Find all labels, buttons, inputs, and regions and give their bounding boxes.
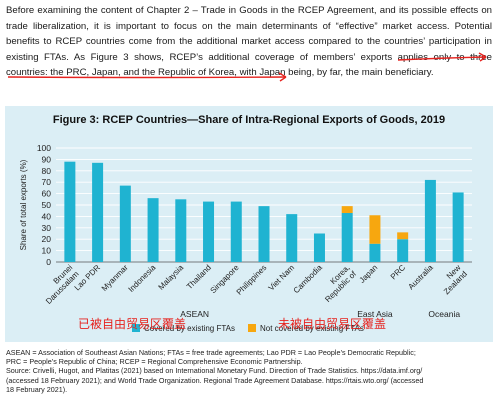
y-axis-label: Share of total exports (%) [19, 159, 28, 250]
bar-covered-viet-nam [286, 214, 298, 262]
x-tick-label-prc: PRC [389, 263, 407, 281]
bar-covered-cambodia [313, 233, 325, 262]
y-tick-label-10: 10 [42, 246, 52, 256]
footnote-source-line-1: Source: Crivelli, Hugot, and Platitas (2… [6, 366, 423, 376]
bar-covered-malaysia [175, 199, 187, 262]
y-tick-label-30: 30 [42, 223, 52, 233]
underline-stroke-2 [7, 76, 287, 79]
annotation-covered: 已被自由贸易区覆盖 [78, 317, 187, 331]
bar-not-covered-prc [397, 232, 409, 240]
x-tick-label-line: Thailand [185, 263, 213, 291]
y-tick-label-40: 40 [42, 211, 52, 221]
legend-label-not-covered: Not covered by existing FTAs [260, 324, 364, 333]
chart-title: Figure 3: RCEP Countries—Share of Intra-… [52, 114, 446, 126]
bar-covered-lao-pdr [92, 162, 104, 262]
y-tick-label-90: 90 [42, 154, 52, 164]
group-label-east-asia: East Asia [357, 309, 393, 319]
y-tick-label-100: 100 [37, 143, 51, 153]
x-tick-label-line: Cambodia [292, 263, 325, 296]
footnote-line-1: ASEAN = Association of Southeast Asian N… [6, 348, 416, 357]
intro-text-2: : the PRC, Japan, and the Republic of Ko… [44, 67, 434, 78]
x-tick-label-indonesia: Indonesia [127, 263, 158, 294]
x-tick-label-line: Myanmar [100, 263, 130, 293]
underline-arrow-2 [278, 72, 287, 82]
legend-label-covered: Covered by existing FTAs [144, 324, 235, 333]
group-label-oceania: Oceania [428, 309, 460, 319]
legend-swatch-not-covered [248, 324, 256, 332]
x-tick-label-line: Malaysia [157, 263, 186, 292]
bar-not-covered-korea-republic-of [341, 206, 353, 213]
y-tick-label-0: 0 [46, 257, 51, 267]
y-tick-label-70: 70 [42, 177, 52, 187]
bar-covered-australia [424, 179, 436, 262]
y-tick-label-50: 50 [42, 200, 52, 210]
y-tick-label-20: 20 [42, 234, 52, 244]
underline-arrow-1 [478, 52, 487, 62]
pen-markup [7, 52, 487, 82]
x-tick-label-thailand: Thailand [185, 263, 213, 291]
x-tick-label-line: PRC [389, 263, 407, 281]
x-tick-label-line: Australia [406, 263, 435, 292]
x-tick-label-cambodia: Cambodia [292, 263, 325, 296]
footnote-source-line-2: (accessed 18 February 2021); and World T… [6, 375, 424, 385]
x-tick-label-line: Japan [358, 263, 380, 285]
bar-covered-myanmar [119, 185, 131, 262]
x-tick-label-line: Indonesia [127, 263, 158, 294]
bar-covered-thailand [203, 201, 215, 262]
group-label-asean: ASEAN [180, 309, 209, 319]
bar-covered-prc [397, 239, 409, 262]
bar-covered-brunei-darussalam [64, 161, 76, 262]
x-tick-label-line: Philippines [235, 263, 269, 297]
y-tick-label-60: 60 [42, 189, 52, 199]
bar-covered-korea-republic-of [341, 212, 353, 262]
figure-footnotes: ASEAN = Association of Southeast Asian N… [6, 348, 494, 394]
intro-paragraph: Before examining the content of Chapter … [6, 3, 492, 81]
legend-swatch-covered [132, 324, 140, 332]
bar-covered-new-zealand [452, 192, 464, 262]
x-tick-label-new-zealand: NewZealand [436, 263, 469, 296]
annotation-not-covered: 未被自由贸易区覆盖 [278, 317, 387, 331]
x-tick-label-japan: Japan [358, 263, 380, 285]
x-tick-label-myanmar: Myanmar [100, 263, 130, 293]
bar-not-covered-japan [369, 215, 381, 244]
underline-stroke-1 [397, 56, 487, 61]
footnote-line-2: PRC = People’s Republic of China; RCEP =… [6, 357, 303, 367]
figure-panel [5, 106, 493, 342]
footnote-source-line-3: 18 February 2021). [6, 384, 68, 394]
x-tick-label-australia: Australia [406, 263, 435, 292]
bar-covered-philippines [258, 206, 270, 262]
highlighted-sentence: RCEP’s additional coverage of members’ e… [6, 51, 492, 79]
bar-covered-japan [369, 243, 381, 262]
y-tick-label-80: 80 [42, 166, 52, 176]
bar-covered-indonesia [147, 198, 159, 262]
bar-covered-singapore [230, 201, 242, 262]
x-tick-label-philippines: Philippines [235, 263, 269, 297]
x-tick-label-malaysia: Malaysia [157, 263, 186, 292]
intro-text-1: Before examining the content of Chapter … [6, 5, 492, 63]
